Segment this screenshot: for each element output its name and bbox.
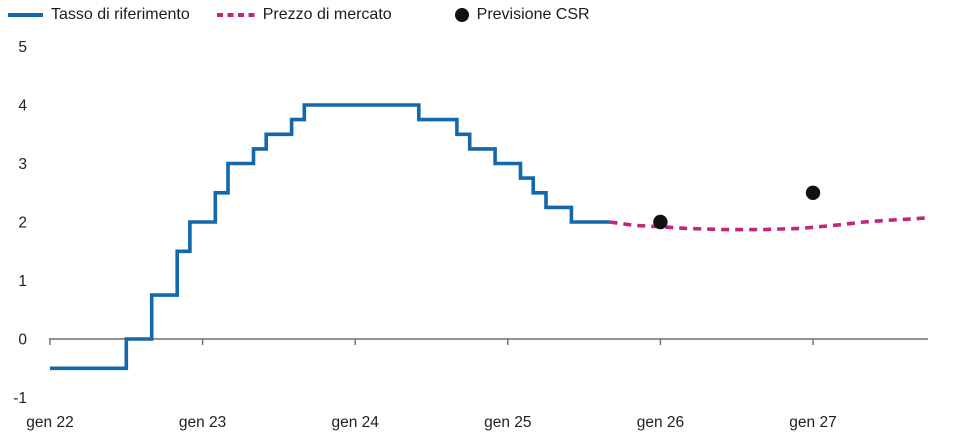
legend-item-csr-forecast: Previsione CSR [454,6,590,24]
chart-legend: Tasso di riferimento Prezzo di mercato P… [8,6,617,24]
x-tick-label: gen 25 [484,414,531,431]
y-tick-label: 1 [18,273,27,290]
legend-label-csr-forecast: Previsione CSR [476,6,590,23]
dot-swatch-icon [454,8,469,22]
y-tick-label: 0 [18,332,27,349]
solid-line-swatch-icon [8,13,43,17]
y-tick-label: -1 [13,390,27,407]
y-tick-label: 5 [18,39,27,56]
legend-label-reference-rate: Tasso di riferimento [51,6,190,23]
x-tick-label: gen 22 [26,414,73,431]
legend-label-market-price: Prezzo di mercato [262,6,392,23]
x-axis [49,338,928,345]
dashed-line-swatch-icon [216,13,255,17]
csr-forecast-dot [805,185,821,200]
x-tick-label: gen 27 [789,414,836,431]
y-tick-label: 4 [18,98,27,115]
x-axis-labels: gen 22 gen 23 gen 24 gen 25 gen 26 gen 27 [26,414,836,431]
legend-item-reference-rate: Tasso di riferimento [8,6,190,24]
y-tick-label: 2 [18,215,27,232]
series-reference-rate-line [50,103,610,371]
x-tick-label: gen 24 [331,414,379,431]
x-tick-label: gen 23 [179,414,226,431]
csr-forecast-dot [653,214,668,230]
legend-item-market-price: Prezzo di mercato [216,6,392,24]
y-axis-labels: -1 0 1 2 3 4 5 [13,39,27,407]
x-tick-label: gen 26 [637,414,684,431]
y-tick-label: 3 [18,156,27,173]
